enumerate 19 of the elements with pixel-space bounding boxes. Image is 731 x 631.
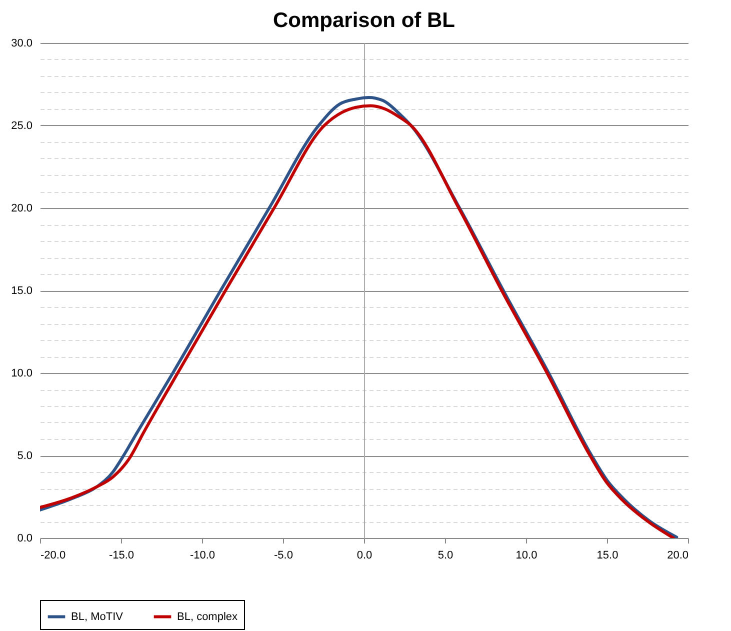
x-tick-label: -15.0 [108, 550, 134, 562]
x-tick-label: -20.0 [40, 550, 66, 562]
y-tick-label: 25.0 [11, 120, 32, 132]
x-tick-label: -5.0 [274, 550, 293, 562]
x-tick-label: 10.0 [516, 550, 538, 562]
x-tick-label: 5.0 [438, 550, 454, 562]
x-tick-label: 0.0 [356, 550, 372, 562]
chart-title: Comparison of BL [273, 9, 456, 32]
y-tick-label: 15.0 [11, 285, 32, 297]
y-tick-label: 0.0 [17, 532, 32, 544]
legend-label: BL, complex [177, 610, 238, 623]
y-tick-label: 20.0 [11, 202, 32, 214]
y-tick-label: 5.0 [17, 450, 32, 462]
y-tick-label: 30.0 [11, 38, 32, 50]
x-tick-label: 20.0 [667, 550, 688, 562]
y-tick-label: 10.0 [11, 368, 32, 380]
x-tick-label: 15.0 [596, 550, 618, 562]
legend-label: BL, MoTIV [71, 610, 124, 623]
x-tick-label: -10.0 [190, 550, 216, 562]
